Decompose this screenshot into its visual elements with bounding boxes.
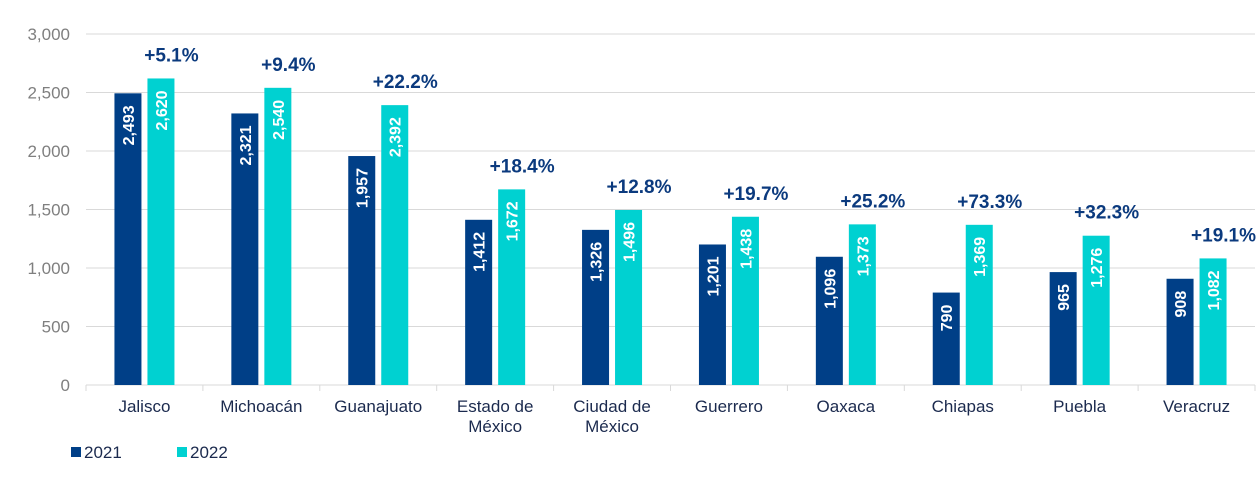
- y-tick-label: 2,500: [27, 84, 70, 103]
- bar-2022: [615, 209, 643, 385]
- bar-2022: [965, 224, 993, 385]
- x-tick-label: Michoacán: [220, 397, 302, 416]
- data-label: 1,373: [855, 236, 872, 276]
- y-tick-label: 0: [61, 376, 70, 395]
- data-label: 1,672: [505, 201, 522, 241]
- x-tick-label: México: [585, 417, 639, 436]
- bar-2021: [1049, 272, 1077, 385]
- data-label: 1,496: [622, 222, 639, 262]
- bar-2022: [381, 105, 409, 386]
- growth-annotation: +19.1%: [1191, 225, 1256, 246]
- data-label: 908: [1173, 291, 1190, 318]
- legend-label: 2021: [84, 443, 122, 462]
- data-label: 1,201: [705, 256, 722, 296]
- x-tick-label: Puebla: [1053, 397, 1106, 416]
- data-label: 1,438: [738, 229, 755, 269]
- data-label: 965: [1056, 284, 1073, 311]
- data-label: 2,493: [121, 105, 138, 145]
- x-tick-label: Guanajuato: [334, 397, 422, 416]
- bar-2021: [582, 229, 610, 385]
- y-tick-label: 3,000: [27, 25, 70, 44]
- y-tick-label: 2,000: [27, 142, 70, 161]
- data-label: 1,369: [972, 237, 989, 277]
- x-tick-label: Estado de: [457, 397, 534, 416]
- bar-2022: [1199, 258, 1227, 385]
- data-label: 2,540: [271, 100, 288, 140]
- bar-2022: [848, 224, 876, 385]
- bar-2021: [1166, 278, 1194, 385]
- data-label: 2,392: [388, 117, 405, 157]
- bar-2022: [498, 189, 526, 385]
- x-tick-label: Guerrero: [695, 397, 763, 416]
- bar-2021: [231, 113, 259, 386]
- bar-2021: [815, 256, 843, 385]
- bar-2022: [264, 87, 292, 385]
- bar-2021: [932, 292, 960, 385]
- x-tick-label: Veracruz: [1163, 397, 1230, 416]
- bar-2022: [1082, 235, 1110, 385]
- data-label: 790: [939, 304, 956, 331]
- growth-annotation: +19.7%: [723, 184, 788, 205]
- growth-annotation: +73.3%: [957, 192, 1022, 213]
- growth-annotation: +5.1%: [144, 45, 199, 66]
- bar-2022: [147, 78, 175, 386]
- data-label: 1,326: [589, 242, 606, 282]
- data-label: 1,276: [1089, 248, 1106, 288]
- y-tick-label: 500: [42, 318, 70, 337]
- legend-label: 2022: [190, 443, 228, 462]
- data-label: 1,957: [355, 168, 372, 208]
- growth-annotation: +25.2%: [840, 191, 905, 212]
- growth-annotation: +32.3%: [1074, 203, 1139, 224]
- data-label: 1,082: [1206, 270, 1223, 310]
- legend-swatch-2021: [71, 447, 81, 457]
- bar-2022: [731, 216, 759, 385]
- x-tick-label: Chiapas: [932, 397, 994, 416]
- growth-annotation: +12.8%: [607, 177, 672, 198]
- data-label: 2,620: [154, 90, 171, 130]
- x-tick-label: Oaxaca: [817, 397, 876, 416]
- bar-2021: [348, 156, 376, 385]
- data-label: 1,412: [472, 232, 489, 272]
- bar-2021: [114, 93, 142, 385]
- growth-annotation: +18.4%: [490, 156, 555, 177]
- bar-2021: [698, 244, 726, 385]
- x-tick-label: Jalisco: [118, 397, 170, 416]
- bar-2021: [465, 219, 493, 385]
- x-tick-label: Ciudad de: [573, 397, 651, 416]
- data-label: 2,321: [238, 125, 255, 165]
- y-tick-label: 1,500: [27, 201, 70, 220]
- growth-annotation: +22.2%: [373, 72, 438, 93]
- x-tick-label: México: [468, 417, 522, 436]
- growth-annotation: +9.4%: [261, 55, 316, 76]
- y-tick-label: 1,000: [27, 259, 70, 278]
- data-label: 1,096: [822, 269, 839, 309]
- legend-swatch-2022: [177, 447, 187, 457]
